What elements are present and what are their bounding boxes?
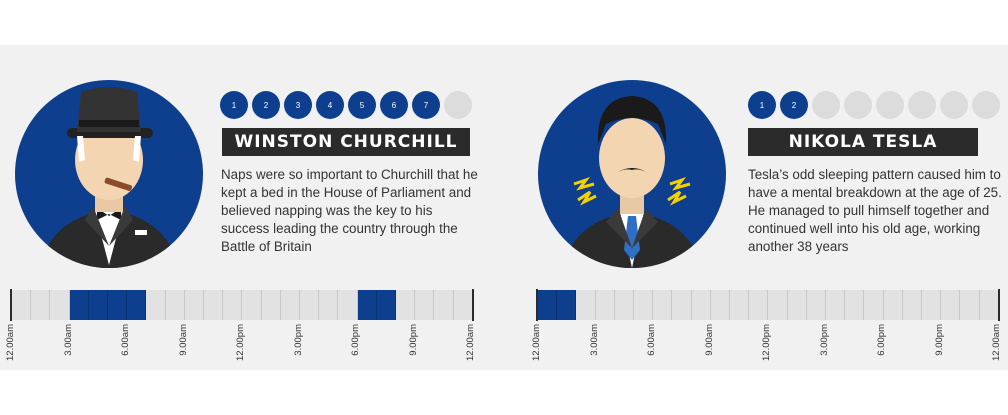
churchill-time-tick: 3.00pm	[292, 324, 304, 356]
tesla-sleep-dot	[908, 91, 936, 119]
churchill-timeline-hour	[184, 290, 205, 320]
tesla-name: NIKOLA TESLA	[748, 128, 978, 156]
tesla-timeline-hour	[653, 290, 673, 320]
tesla-timeline-hour	[672, 290, 692, 320]
tesla-time-axis: 12.00am 3.00am 6.00am 9.00am 12.00pm 3.00pm 6.…	[531, 324, 1002, 368]
tesla-timeline-hour	[768, 290, 788, 320]
churchill-timeline-hour	[300, 290, 320, 320]
churchill-name: WINSTON CHURCHILL	[222, 128, 470, 156]
churchill-timeline-hour	[31, 290, 51, 320]
churchill-timeline-hour	[357, 290, 377, 320]
churchill-time-tick: 12.00am	[5, 324, 16, 361]
churchill-timeline-hour	[146, 290, 166, 320]
churchill-timeline-hour	[12, 290, 32, 320]
churchill-timeline-hour	[223, 290, 243, 320]
churchill-timeline-hour	[165, 290, 185, 320]
tesla-sleep-dot	[876, 91, 904, 119]
tesla-timeline-hour	[691, 290, 711, 320]
churchill-sleep-dot: 1	[220, 91, 248, 119]
churchill-timeline-hour	[319, 290, 339, 320]
churchill-timeline-hour	[69, 290, 89, 320]
churchill-timeline-hour	[88, 290, 109, 320]
churchill-time-tick: 6.00pm	[350, 324, 361, 356]
tesla-sleep-dot	[972, 91, 1000, 119]
tesla-avatar	[538, 80, 726, 268]
tesla-time-tick: 6.00pm	[876, 324, 887, 356]
tesla-illustration	[560, 96, 704, 268]
tesla-time-tick: 3.00pm	[818, 324, 830, 356]
churchill-bio: Naps were so important to Churchill that…	[221, 167, 478, 254]
tesla-timeline	[536, 289, 1000, 321]
churchill-sleep-dot: 7	[412, 91, 440, 119]
churchill-sleep-dot: 3	[284, 91, 312, 119]
tesla-timeline-hour	[557, 290, 577, 320]
tesla-time-tick: 3.00am	[588, 324, 600, 356]
tesla-sleep-dot	[940, 91, 968, 119]
tesla-timeline-hour	[538, 290, 558, 320]
churchill-time-tick: 12.00am	[465, 324, 476, 361]
tesla-timeline-hour	[979, 290, 998, 320]
churchill-timeline-hour	[338, 290, 358, 320]
churchill-time-tick: 6.00am	[120, 324, 131, 356]
tesla-time-tick: 6.00am	[646, 324, 657, 356]
tesla-timeline-hour	[941, 290, 961, 320]
tesla-time-tick: 9.00am	[703, 324, 715, 356]
churchill-timeline-hour	[261, 290, 281, 320]
tesla-timeline-hour	[960, 290, 980, 320]
tesla-sleep-dot	[812, 91, 840, 119]
churchill-sleep-dot: 4	[316, 91, 344, 119]
tesla-timeline-hour	[902, 290, 923, 320]
tesla-time-tick: 9.00pm	[933, 324, 945, 356]
tesla-timeline-hour	[922, 290, 942, 320]
churchill-timeline-hour	[376, 290, 397, 320]
churchill-timeline-hour	[415, 290, 435, 320]
churchill-timeline-hour	[204, 290, 224, 320]
tesla-timeline-hour	[864, 290, 884, 320]
churchill-timeline-hour	[453, 290, 472, 320]
tesla-bio: Tesla’s odd sleeping pattern caused him …	[748, 167, 1002, 254]
tesla-sleep-dot: 1	[748, 91, 776, 119]
churchill-timeline-hour	[280, 290, 301, 320]
churchill-time-tick: 9.00am	[177, 324, 189, 356]
churchill-timeline-hour	[127, 290, 147, 320]
tesla-timeline-hour	[710, 290, 731, 320]
churchill-timeline-hour	[108, 290, 128, 320]
churchill-timeline-hour	[396, 290, 416, 320]
tesla-timeline-hour	[576, 290, 596, 320]
tesla-time-tick: 12.00am	[991, 324, 1002, 361]
tesla-timeline-hour	[787, 290, 807, 320]
churchill-sleep-dot	[444, 91, 472, 119]
churchill-illustration	[37, 87, 181, 268]
churchill-timeline-hour	[242, 290, 262, 320]
churchill-time-axis: 12.00am 3.00am 6.00am 9.00am 12.00pm 3.00pm 6.…	[5, 324, 476, 368]
churchill-timeline	[10, 289, 474, 321]
churchill-sleep-dot: 6	[380, 91, 408, 119]
tesla-timeline-hour	[730, 290, 750, 320]
churchill-time-tick: 3.00am	[62, 324, 74, 356]
churchill-sleep-dot: 5	[348, 91, 376, 119]
tesla-timeline-hour	[806, 290, 827, 320]
tesla-time-tick: 12.00am	[531, 324, 542, 361]
churchill-timeline-hour	[50, 290, 70, 320]
tesla-timeline-hour	[749, 290, 769, 320]
tesla-time-tick: 12.00pm	[761, 324, 772, 361]
tesla-timeline-hour	[614, 290, 635, 320]
tesla-timeline-hour	[845, 290, 865, 320]
churchill-time-tick: 9.00pm	[407, 324, 419, 356]
tesla-timeline-hour	[883, 290, 903, 320]
tesla-timeline-hour	[634, 290, 654, 320]
churchill-timeline-hour	[434, 290, 454, 320]
tesla-sleep-dot: 2	[780, 91, 808, 119]
churchill-sleep-dot: 2	[252, 91, 280, 119]
tesla-timeline-hour	[595, 290, 615, 320]
churchill-time-tick: 12.00pm	[235, 324, 246, 361]
tesla-timeline-hour	[826, 290, 846, 320]
churchill-avatar	[15, 80, 203, 268]
tesla-sleep-dot	[844, 91, 872, 119]
